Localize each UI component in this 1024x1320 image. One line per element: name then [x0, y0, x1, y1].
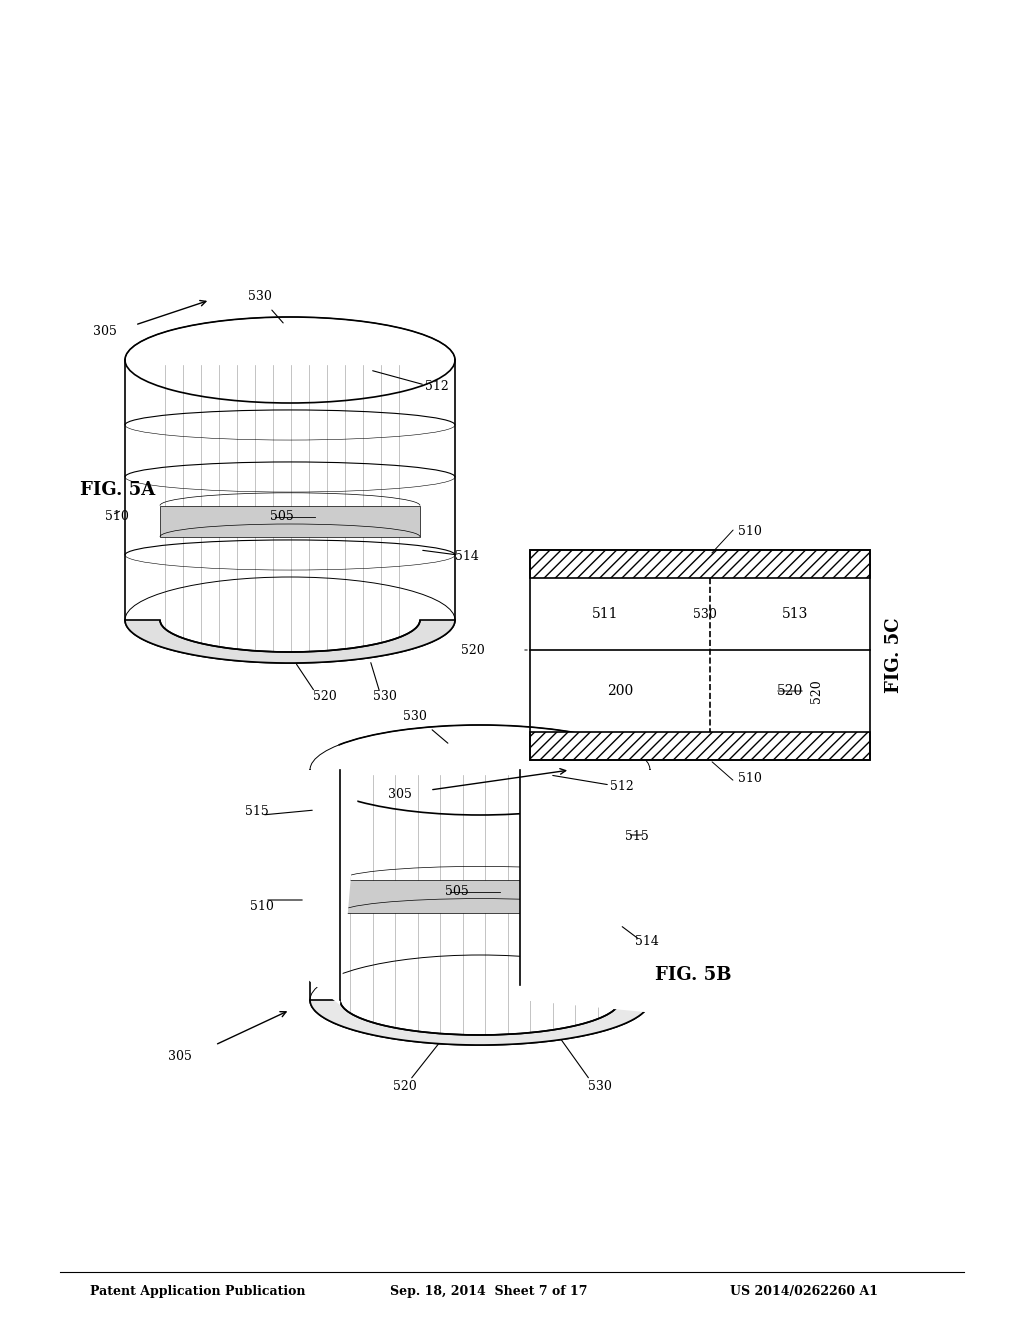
Bar	[530, 550, 870, 578]
Text: FIG. 5A: FIG. 5A	[80, 480, 156, 499]
Text: 510: 510	[738, 525, 762, 539]
Bar	[160, 506, 420, 537]
Text: 530: 530	[248, 290, 272, 304]
Text: 520: 520	[313, 690, 337, 704]
Text: 513: 513	[781, 607, 808, 620]
Text: 512: 512	[610, 780, 634, 793]
Text: 510: 510	[738, 772, 762, 785]
Text: 515: 515	[625, 830, 649, 843]
Text: 512: 512	[425, 380, 449, 393]
Polygon shape	[305, 770, 360, 1005]
Text: FIG. 5C: FIG. 5C	[885, 618, 903, 693]
Text: 305: 305	[388, 788, 412, 801]
Bar	[340, 880, 620, 912]
Polygon shape	[520, 770, 660, 1014]
Text: 530: 530	[588, 1080, 612, 1093]
Text: 305: 305	[93, 325, 117, 338]
Text: 530: 530	[693, 607, 717, 620]
Text: 200: 200	[607, 684, 633, 698]
Text: 305: 305	[168, 1049, 191, 1063]
Text: 520: 520	[777, 684, 803, 698]
Text: 511: 511	[592, 607, 618, 620]
Polygon shape	[125, 620, 455, 663]
Bar	[530, 550, 870, 760]
Bar	[530, 733, 870, 760]
Text: 505: 505	[445, 884, 469, 898]
Text: 510: 510	[105, 510, 129, 523]
Text: 510: 510	[250, 900, 273, 913]
Text: Sep. 18, 2014  Sheet 7 of 17: Sep. 18, 2014 Sheet 7 of 17	[390, 1284, 588, 1298]
Text: Patent Application Publication: Patent Application Publication	[90, 1284, 305, 1298]
Text: 530: 530	[403, 710, 427, 723]
Text: 520: 520	[461, 644, 485, 656]
Text: FIG. 5B: FIG. 5B	[655, 966, 731, 983]
Text: 515: 515	[245, 805, 268, 818]
Polygon shape	[310, 1001, 650, 1045]
Text: 530: 530	[373, 690, 397, 704]
Text: 514: 514	[455, 550, 479, 564]
Text: 505: 505	[270, 510, 294, 523]
Text: US 2014/0262260 A1: US 2014/0262260 A1	[730, 1284, 878, 1298]
Text: 514: 514	[635, 935, 658, 948]
Text: 520: 520	[810, 678, 823, 702]
Text: 520: 520	[393, 1080, 417, 1093]
